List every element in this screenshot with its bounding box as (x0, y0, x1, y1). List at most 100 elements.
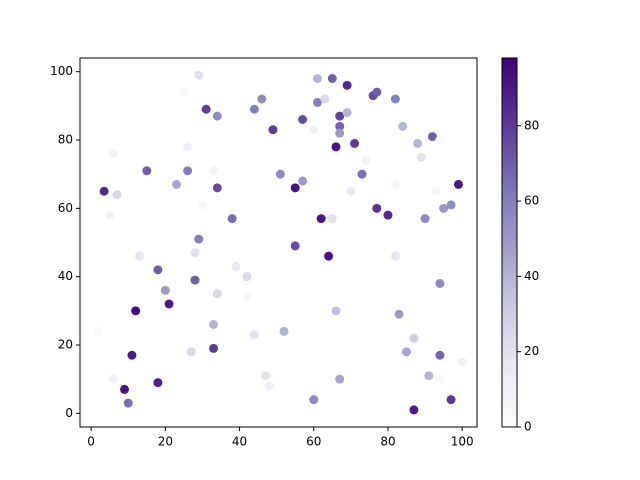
point (212, 289, 222, 299)
y-tick-label: 100 (50, 64, 73, 78)
point (431, 186, 441, 196)
point (120, 384, 130, 394)
point (275, 169, 285, 179)
plot-area (80, 58, 477, 427)
point (105, 210, 115, 220)
point (427, 132, 437, 142)
y-tick-label: 60 (58, 201, 73, 215)
point (194, 234, 204, 244)
point (446, 200, 456, 210)
point (171, 179, 181, 189)
point (160, 285, 170, 295)
colorbar-tick-label: 80 (524, 118, 539, 132)
y-tick-label: 40 (58, 269, 73, 283)
point (435, 135, 445, 145)
point (453, 179, 463, 189)
point (212, 183, 222, 193)
point (424, 371, 434, 381)
point (298, 176, 308, 186)
point (123, 398, 133, 408)
point (327, 214, 337, 224)
point (331, 142, 341, 152)
point (201, 104, 211, 114)
point (420, 214, 430, 224)
colorbar-tick-label: 40 (524, 269, 539, 283)
point (131, 306, 141, 316)
point (209, 320, 219, 329)
point (394, 309, 404, 319)
colorbar-tick-label: 60 (524, 194, 539, 208)
point (183, 166, 193, 176)
y-tick-label: 20 (58, 338, 73, 352)
point (290, 241, 300, 251)
point (231, 261, 241, 271)
point (249, 330, 259, 340)
point (197, 200, 207, 210)
colorbar (501, 57, 518, 428)
point (153, 265, 163, 275)
point (435, 350, 445, 360)
point (398, 121, 408, 131)
point (435, 374, 445, 384)
point (390, 251, 400, 261)
point (439, 203, 449, 213)
point (242, 272, 252, 282)
point (327, 74, 337, 83)
point (335, 374, 345, 384)
point (335, 121, 345, 131)
point (402, 347, 412, 357)
point (316, 214, 326, 224)
point (331, 306, 341, 316)
point (324, 251, 334, 261)
x-tick-label: 100 (451, 435, 474, 449)
point (134, 251, 144, 261)
point (361, 156, 371, 165)
y-tick-label: 80 (58, 133, 73, 147)
point (212, 111, 222, 121)
point (290, 183, 300, 193)
point (390, 94, 400, 104)
point (309, 125, 319, 135)
x-tick-label: 40 (232, 435, 247, 449)
point (164, 299, 174, 309)
point (183, 142, 193, 152)
point (372, 87, 382, 97)
point (264, 381, 274, 391)
point (312, 97, 322, 107)
x-tick-label: 20 (158, 435, 173, 449)
point (112, 190, 122, 200)
point (142, 166, 152, 176)
point (279, 326, 289, 336)
point (298, 115, 308, 124)
point (312, 74, 322, 83)
colorbar-tick-label: 20 (524, 344, 539, 358)
point (127, 350, 137, 360)
point (261, 371, 271, 381)
point (416, 152, 426, 162)
point (153, 378, 163, 388)
point (409, 333, 419, 343)
point (249, 104, 259, 114)
point (435, 279, 445, 288)
point (342, 108, 352, 118)
point (383, 210, 393, 220)
point (413, 138, 423, 148)
point (242, 292, 252, 302)
point (409, 405, 419, 415)
point (186, 347, 196, 357)
point (99, 186, 109, 196)
point (209, 343, 219, 353)
point (372, 203, 382, 213)
point (257, 94, 267, 104)
point (320, 94, 330, 104)
x-tick-label: 80 (380, 435, 395, 449)
point (179, 87, 189, 97)
point (190, 275, 200, 285)
axes-frame (79, 57, 478, 428)
point (94, 326, 104, 336)
x-tick-label: 60 (306, 435, 321, 449)
y-tick-label: 0 (65, 406, 73, 420)
point (457, 357, 467, 367)
point (357, 169, 367, 179)
